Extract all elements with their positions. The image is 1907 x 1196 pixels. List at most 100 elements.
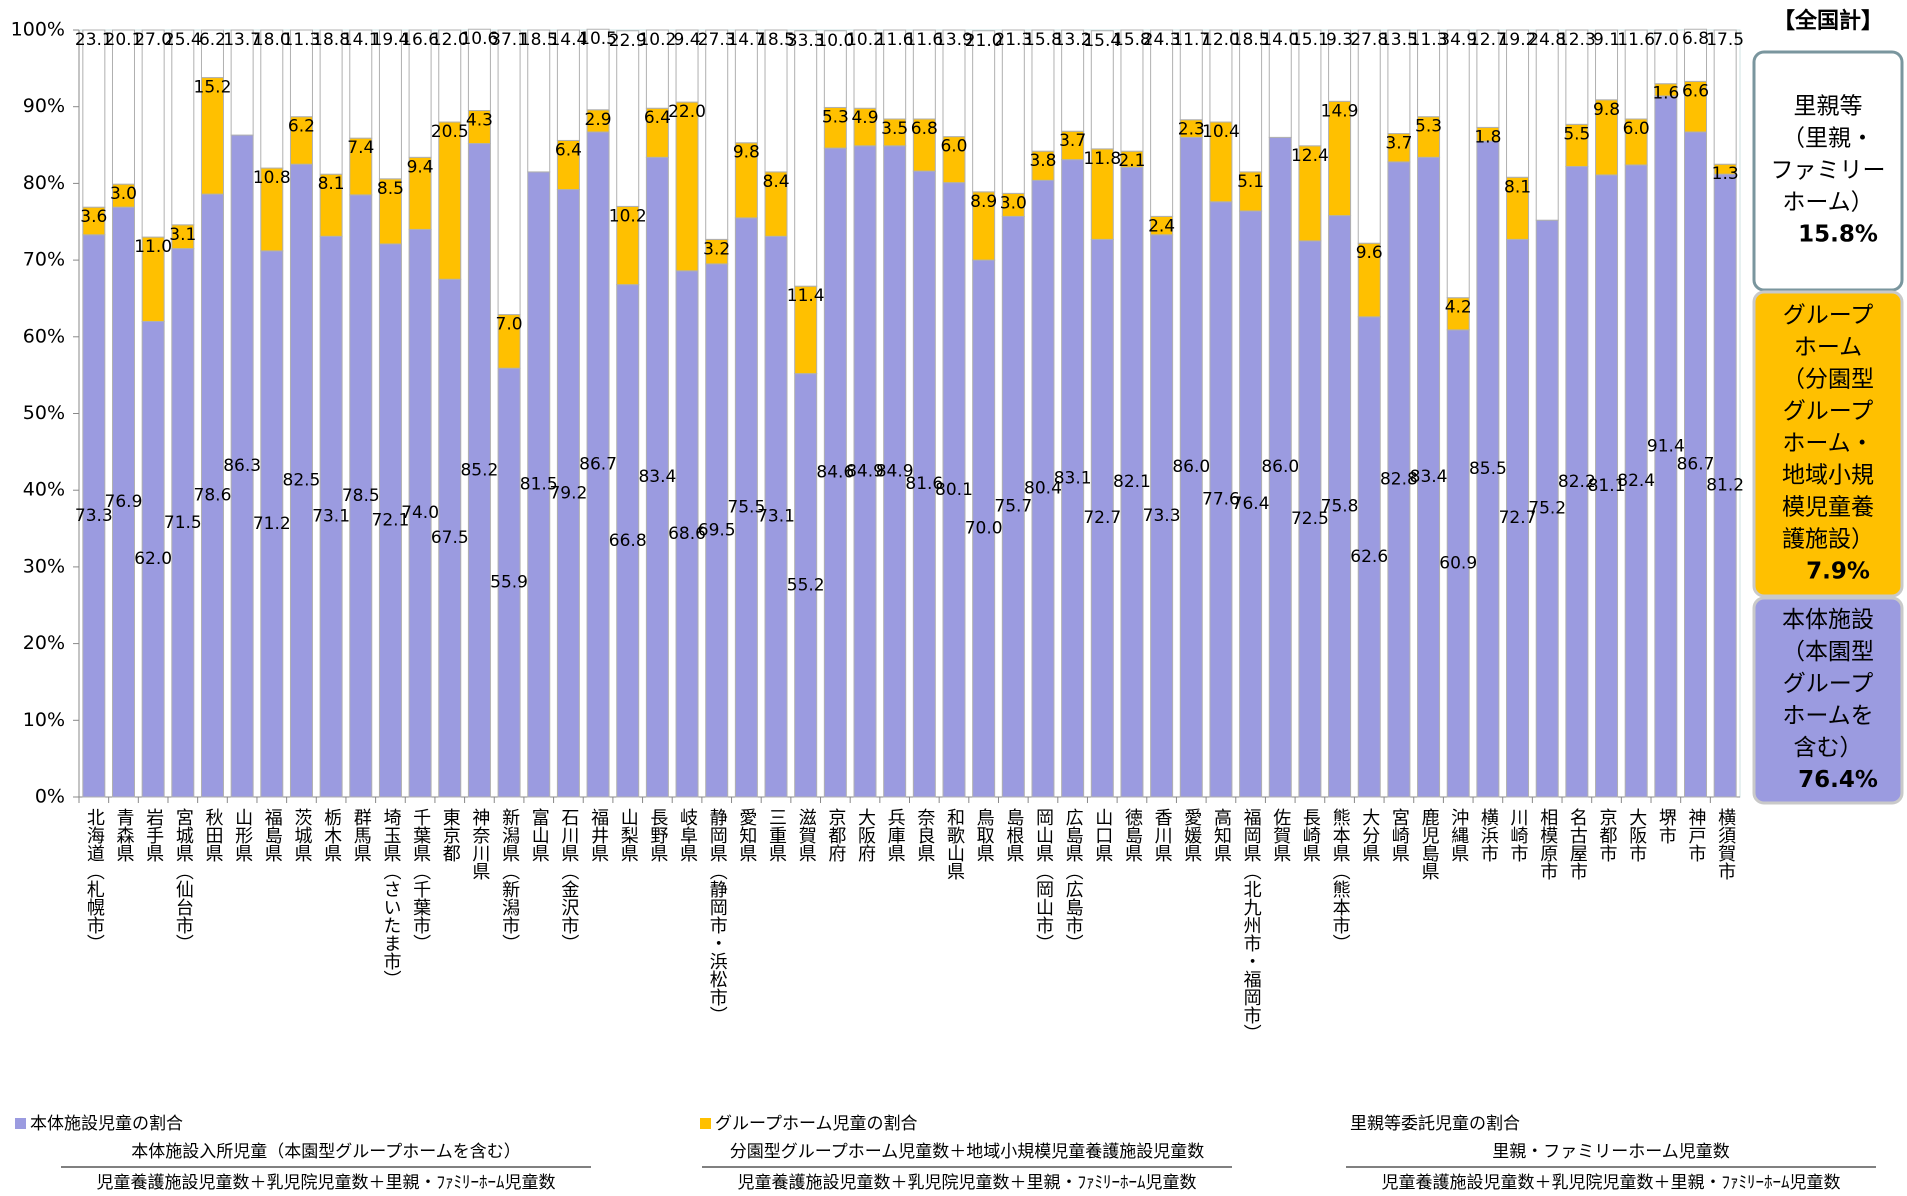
x-tick-label: 栃木県 <box>321 808 343 862</box>
data-label: 82.1 <box>1113 472 1151 492</box>
data-label: 86.7 <box>1677 455 1715 475</box>
x-tick-label: 佐賀県 <box>1270 808 1292 862</box>
x-tick-label: 鳥取県 <box>973 808 995 862</box>
data-label: 7.4 <box>347 138 374 158</box>
x-tick-label: 新潟県（新潟市） <box>499 808 521 952</box>
x-tick-label: 茨城県 <box>291 808 313 862</box>
summary-text: ホームを <box>1782 703 1873 729</box>
data-label: 4.9 <box>851 108 878 128</box>
data-label: 3.0 <box>1000 193 1027 213</box>
data-label: 24.8 <box>1528 30 1566 50</box>
bar-segment <box>1268 29 1292 138</box>
data-label: 14.0 <box>1261 30 1299 50</box>
bar-segment <box>1150 29 1174 217</box>
x-tick-label: 和歌山県 <box>943 808 965 880</box>
bar-segment <box>616 30 640 207</box>
y-tick-label: 60% <box>23 325 65 347</box>
bar-segment <box>645 29 669 109</box>
x-tick-label: 川崎市 <box>1507 808 1529 862</box>
data-label: 81.1 <box>1588 476 1626 496</box>
legend-label: 本体施設児童の割合 <box>30 1114 183 1134</box>
data-label: 3.5 <box>881 119 908 139</box>
x-tick-label: 青森県 <box>113 808 135 862</box>
data-label: 6.8 <box>1682 29 1709 49</box>
data-label: 27.3 <box>698 30 736 50</box>
data-label: 10.8 <box>253 168 291 188</box>
data-label: 4.2 <box>1445 298 1472 318</box>
data-label: 6.8 <box>911 119 938 139</box>
summary-text: （本園型 <box>1782 639 1874 665</box>
data-label: 2.1 <box>1118 151 1145 171</box>
summary-box <box>1752 596 1904 805</box>
data-label: 33.3 <box>787 31 825 51</box>
data-label: 18.8 <box>312 30 350 50</box>
data-label: 82.5 <box>283 471 321 491</box>
data-label: 8.5 <box>377 179 404 199</box>
data-label: 8.1 <box>318 174 345 194</box>
x-tick-label: 京都市 <box>1596 808 1618 862</box>
bar-segment <box>1179 29 1203 121</box>
data-label: 12.7 <box>1469 30 1507 50</box>
data-label: 2.3 <box>1178 120 1205 140</box>
bar-segment <box>1357 29 1381 244</box>
data-label: 10.6 <box>460 29 498 49</box>
data-label: 86.3 <box>223 456 261 476</box>
x-tick-label: 岐阜県 <box>677 808 699 862</box>
bar-segment <box>1120 29 1144 152</box>
legend-denominator: 児童養護施設児童数＋乳児院児童数＋里親・ﾌｧﾐﾘｰﾎｰﾑ児童数 <box>1382 1173 1841 1193</box>
x-tick-label: 東京都 <box>439 808 461 862</box>
data-label: 6.4 <box>555 140 582 160</box>
data-label: 3.7 <box>1385 134 1412 154</box>
data-label: 25.4 <box>164 30 202 50</box>
data-label: 11.8 <box>1083 149 1121 169</box>
summary-text: グループ <box>1783 303 1874 329</box>
summary-box <box>1752 50 1904 292</box>
bar-segment <box>1061 29 1085 132</box>
data-label: 9.8 <box>733 143 760 163</box>
bar-segment <box>556 29 580 141</box>
data-label: 8.4 <box>763 172 790 192</box>
summary-text: 里親等 <box>1794 94 1863 120</box>
data-label: 6.2 <box>199 30 226 50</box>
data-label: 8.9 <box>970 192 997 212</box>
bar-segment <box>1328 29 1352 102</box>
x-tick-label: 福井県 <box>588 808 610 862</box>
data-label: 80.1 <box>935 480 973 500</box>
data-label: 73.1 <box>757 507 795 527</box>
legend-marker <box>1334 1117 1347 1130</box>
data-label: 81.5 <box>520 474 558 494</box>
bar-segment <box>438 121 462 280</box>
x-tick-label: 横須賀市 <box>1715 808 1737 880</box>
bar-segment <box>82 29 106 208</box>
data-label: 2.4 <box>1148 216 1175 236</box>
bar-segment <box>378 29 402 180</box>
data-label: 10.0 <box>816 31 854 51</box>
data-label: 60.9 <box>1439 553 1477 573</box>
data-label: 7.0 <box>1652 30 1679 50</box>
summary-text: （分園型 <box>1782 367 1874 393</box>
data-label: 78.5 <box>342 486 380 506</box>
data-label: 86.0 <box>1261 457 1299 477</box>
x-tick-label: 福島県 <box>261 808 283 862</box>
bar-segment <box>260 29 284 169</box>
data-label: 13.2 <box>1054 30 1092 50</box>
summary-text: 本体施設 <box>1782 607 1874 633</box>
data-label: 78.6 <box>194 486 232 506</box>
bar-segment <box>1506 29 1530 178</box>
y-tick-label: 50% <box>23 402 65 424</box>
bar-segment <box>1239 29 1263 173</box>
y-tick-label: 40% <box>23 479 65 501</box>
summary-total: 7.9% <box>1806 559 1870 585</box>
data-label: 80.4 <box>1024 479 1062 499</box>
data-label: 14.7 <box>727 30 765 50</box>
x-tick-label: 富山県 <box>528 808 550 862</box>
x-tick-label: 横浜市 <box>1477 808 1499 862</box>
bar-segment <box>408 29 432 158</box>
data-label: 2.9 <box>585 110 612 130</box>
x-tick-label: 宮城県（仙台市） <box>172 808 194 952</box>
bar-segment <box>1417 29 1441 118</box>
bar-segment <box>111 29 135 185</box>
data-label: 5.3 <box>822 107 849 127</box>
bar-segment <box>527 29 551 173</box>
bar-segment <box>853 29 877 109</box>
